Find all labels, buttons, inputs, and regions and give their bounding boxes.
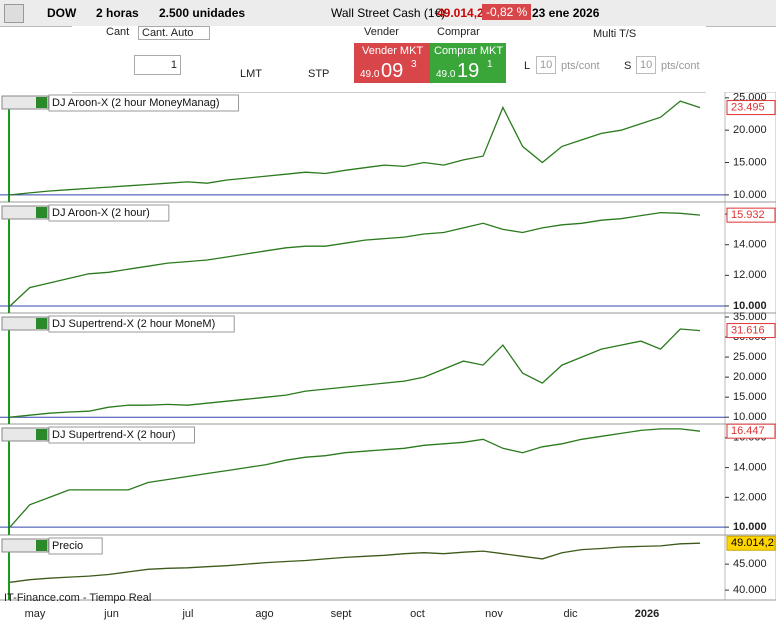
title-box[interactable] (48, 537, 103, 555)
toolbar: DOW 2 horas 2.500 unidades Wall Street C… (0, 0, 776, 27)
buy-text: Comprar MKT (434, 45, 504, 57)
x-tick-label: jul (181, 608, 193, 620)
x-tick-label: may (25, 608, 46, 620)
y-tick-label: 14.000 (733, 462, 767, 474)
header-swatch (36, 207, 47, 218)
symbol[interactable]: DOW (47, 6, 77, 20)
x-tick-label: 2026 (635, 608, 659, 620)
x-tick-label: nov (485, 608, 503, 620)
last-value-box (726, 535, 776, 551)
buy-big: 19 (457, 60, 480, 82)
y-tick-label: 10.000 (733, 521, 767, 533)
instrument: Wall Street Cash (1€) (331, 6, 446, 20)
last-value-box (726, 207, 776, 223)
y-tick-label: 15.000 (733, 156, 767, 168)
equity-line (9, 328, 701, 418)
last-value-label: 15.932 (731, 209, 765, 221)
l-unit: pts/cont (561, 60, 600, 72)
last-value-label: 31.616 (731, 324, 765, 336)
y-tick-label: 14.000 (733, 239, 767, 251)
x-tick-label: jun (103, 608, 119, 620)
equity-line (9, 542, 701, 583)
panel-title: DJ Aroon-X (2 hour) (52, 207, 150, 219)
last-value-label: 23.495 (731, 101, 765, 113)
sell-button[interactable]: Vender MKT 49.0 09 3 (354, 43, 430, 83)
y-tick-label: 45.000 (733, 558, 767, 570)
buy-label: Comprar (437, 26, 480, 38)
multi-ts[interactable]: Multi T/S (593, 28, 637, 40)
stp[interactable]: STP (308, 68, 330, 80)
y-tick-label: 20.000 (733, 371, 767, 383)
y-tick-label: 40.000 (733, 584, 767, 596)
source-label: IT-Finance.com - Tiempo Real (4, 592, 151, 604)
y-tick-label: 12.000 (733, 269, 767, 281)
s-value[interactable]: 10 (636, 56, 657, 74)
change: -0,82 % (482, 4, 532, 20)
lmt[interactable]: LMT (240, 68, 262, 80)
x-tick-label: sept (331, 608, 352, 620)
y-tick-label: 10.000 (733, 411, 767, 423)
sell-label: Vender (364, 26, 399, 38)
price: 49.014,2 (437, 6, 484, 20)
equity-line (9, 428, 701, 528)
equity-line (9, 100, 701, 196)
s-unit: pts/cont (661, 60, 700, 72)
title-box[interactable] (48, 94, 240, 112)
panel-title: DJ Aroon-X (2 hour MoneyManag) (52, 97, 220, 109)
qty-label: Cant (106, 26, 130, 38)
timeframe[interactable]: 2 horas (96, 6, 139, 20)
menu-icon[interactable] (4, 4, 24, 23)
sell-small: 3 (411, 59, 417, 70)
price-axis (724, 92, 776, 601)
last-value-label: 49.014,2 (731, 537, 774, 549)
header-swatch (36, 429, 47, 440)
panel-title: DJ Supertrend-X (2 hour) (52, 429, 176, 441)
x-tick-label: oct (410, 608, 425, 620)
y-tick-label: 10.000 (733, 189, 767, 201)
l-value[interactable]: 10 (536, 56, 557, 74)
order-panel: Cant Cant. Auto 1 LMT STP Vender Comprar… (72, 26, 706, 93)
y-tick-label: 15.000 (733, 391, 767, 403)
equity-line (9, 211, 701, 307)
y-tick-label: 10.000 (733, 300, 767, 312)
panel-title: Precio (52, 540, 83, 552)
qty-input[interactable]: 1 (134, 55, 181, 75)
x-tick-label: ago (255, 608, 273, 620)
last-value-box (726, 323, 776, 339)
y-tick-label: 25.000 (733, 351, 767, 363)
sell-prefix: 49.0 (360, 69, 380, 80)
title-box[interactable] (48, 315, 235, 333)
header-swatch (36, 97, 47, 108)
y-tick-label: 20.000 (733, 124, 767, 136)
header-swatch (36, 318, 47, 329)
title-box[interactable] (48, 204, 170, 222)
x-tick-label: dic (563, 608, 578, 620)
title-box[interactable] (48, 426, 195, 444)
panel-title: DJ Supertrend-X (2 hour MoneM) (52, 318, 215, 330)
last-value-label: 16.447 (731, 425, 765, 437)
l-label: L (524, 60, 531, 72)
y-tick-label: 35.000 (733, 311, 767, 323)
quantity[interactable]: 2.500 unidades (159, 6, 246, 20)
buy-small: 1 (487, 59, 493, 70)
date: 23 ene 2026 (532, 6, 600, 20)
auto-label[interactable]: Cant. Auto (138, 26, 211, 40)
header-swatch (36, 540, 47, 551)
buy-button[interactable]: Comprar MKT 49.0 19 1 (430, 43, 506, 83)
sell-text: Vender MKT (362, 45, 424, 57)
last-value-box (726, 423, 776, 439)
y-tick-label: 12.000 (733, 491, 767, 503)
last-value-box (726, 100, 776, 116)
buy-prefix: 49.0 (436, 69, 456, 80)
sell-big: 09 (381, 60, 404, 82)
s-label: S (624, 60, 632, 72)
y-tick-label: 25.000 (733, 92, 767, 104)
